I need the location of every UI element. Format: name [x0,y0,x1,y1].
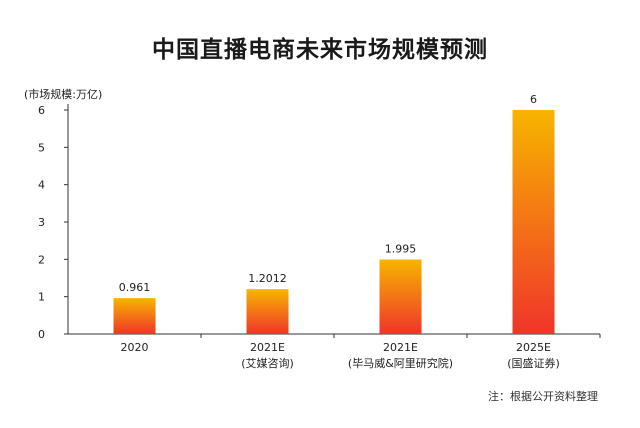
axis-layer: 0 1 2 3 4 5 6 [38,104,601,341]
y-tick-label: 0 [38,328,45,341]
bar [379,259,422,334]
bar [512,110,555,334]
x-category-label: 2020 [121,341,149,354]
x-category-label: 2021E [383,341,418,354]
bar [246,289,289,334]
y-tick-label: 3 [38,216,45,229]
bar-value-label: 1.995 [385,243,417,256]
x-category-sublabel: (国盛证券) [507,356,560,370]
x-category-label: 2021E [250,341,285,354]
y-tick-label: 4 [38,179,45,192]
y-tick-label: 1 [38,291,45,304]
bar [113,298,156,334]
y-tick-label: 5 [38,141,45,154]
x-category-sublabel: (毕马威&阿里研究院) [348,356,453,370]
chart-title: 中国直播电商未来市场规模预测 [152,37,488,63]
x-category-label: 2025E [516,341,551,354]
y-tick-label: 6 [38,104,45,117]
bar-value-label: 6 [530,93,537,106]
x-category-sublabel: (艾媒咨询) [241,356,294,370]
y-tick-label: 2 [38,253,45,266]
source-note: 注：根据公开资料整理 [488,390,598,403]
bar-value-label: 1.2012 [248,272,287,285]
bar-value-label: 0.961 [119,281,151,294]
y-axis-unit-label: (市场规模:万亿) [24,88,103,101]
bars-layer [113,110,555,334]
labels-layer: 0.961 2020 1.2012 2021E (艾媒咨询) 1.995 2021E (毕马威… [119,93,560,370]
